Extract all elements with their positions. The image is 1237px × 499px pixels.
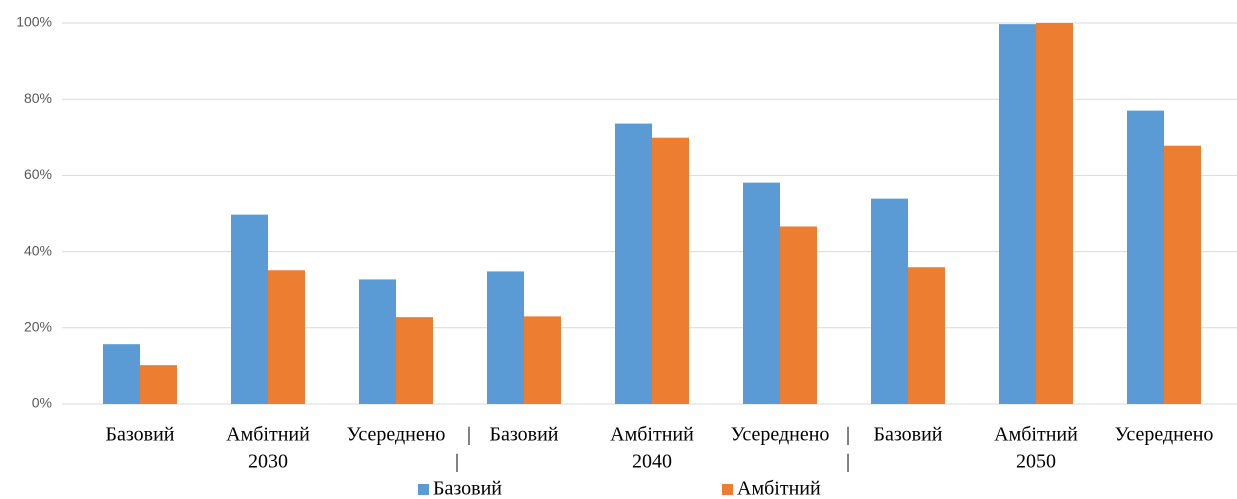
- group-label: 2040: [632, 451, 672, 473]
- bar: [268, 270, 305, 404]
- x-tick-label: Амбітний: [610, 424, 694, 446]
- y-tick-label: 40%: [24, 242, 52, 258]
- separator: |: [467, 424, 471, 446]
- bar: [652, 137, 689, 404]
- x-tick-label: Базовий: [106, 424, 175, 446]
- bar: [103, 344, 140, 404]
- y-tick-label: 60%: [24, 166, 52, 182]
- y-tick-label: 20%: [24, 319, 52, 335]
- bar: [615, 123, 652, 405]
- bar: [1164, 145, 1201, 404]
- bar: [359, 279, 396, 404]
- x-tick-label: Усереднено: [1115, 424, 1214, 446]
- x-tick-label: Базовий: [874, 424, 943, 446]
- bar: [1127, 110, 1164, 404]
- legend-label: Базовий: [433, 478, 502, 499]
- y-tick-label: 80%: [24, 90, 52, 106]
- separator: |: [455, 451, 459, 473]
- bar: [871, 198, 908, 404]
- legend-label: Амбітний: [737, 478, 821, 499]
- bar: [1036, 23, 1073, 404]
- x-tick-label: Амбітний: [994, 424, 1078, 446]
- x-tick-label: Амбітний: [226, 424, 310, 446]
- bar: [487, 271, 524, 404]
- x-tick-label: Усереднено: [731, 424, 830, 446]
- bar: [524, 316, 561, 404]
- bar: [999, 24, 1036, 404]
- bar: [396, 317, 433, 404]
- group-label: 2050: [1016, 451, 1056, 473]
- bar: [780, 226, 817, 404]
- group-label: 2030: [248, 451, 288, 473]
- bar: [908, 267, 945, 404]
- bar: [743, 182, 780, 404]
- separator: |: [846, 424, 850, 446]
- x-tick-label: Усереднено: [347, 424, 446, 446]
- legend-swatch: [418, 484, 429, 495]
- y-tick-label: 0%: [32, 395, 52, 411]
- separator: |: [846, 451, 850, 473]
- y-tick-label: 100%: [16, 14, 52, 30]
- bar: [231, 214, 268, 404]
- bar: [140, 365, 177, 404]
- legend-swatch: [722, 484, 733, 495]
- x-tick-label: Базовий: [490, 424, 559, 446]
